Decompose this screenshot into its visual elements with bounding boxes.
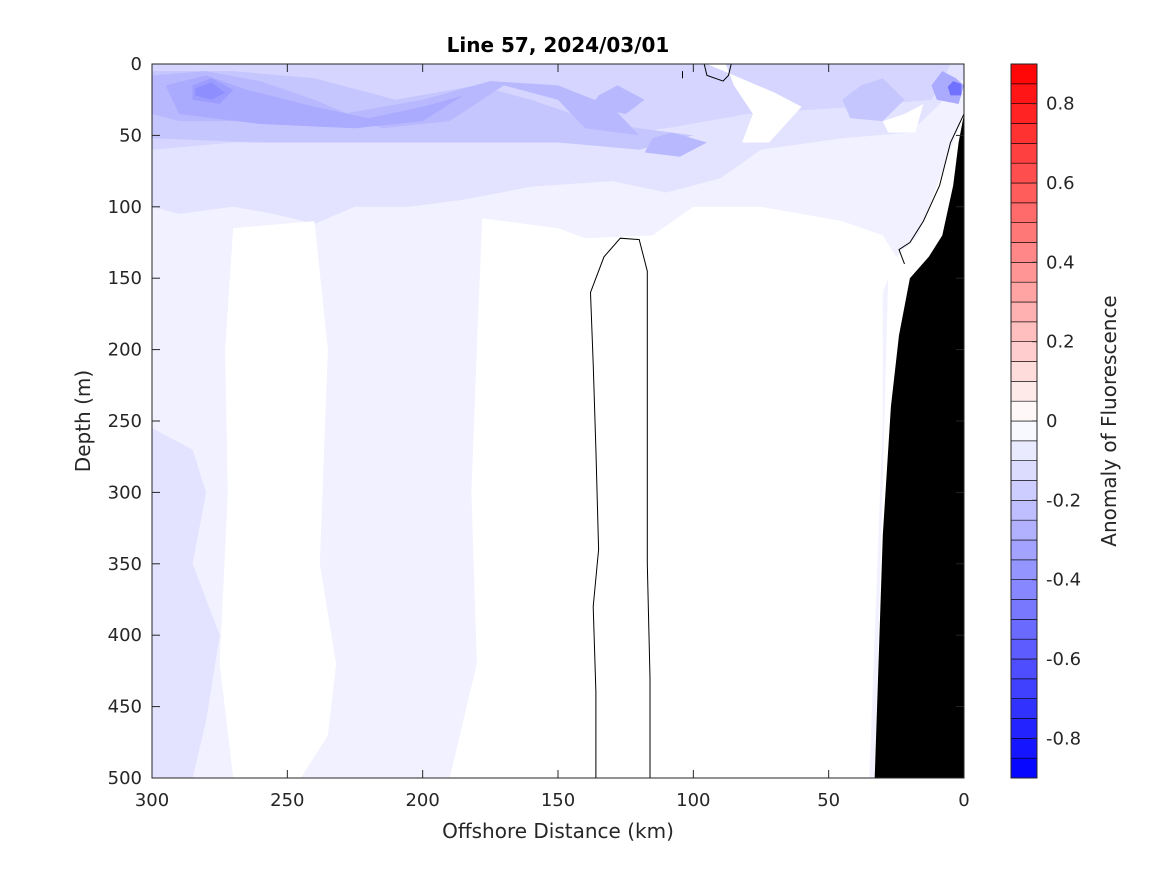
field-zero-pocket-a xyxy=(219,221,337,778)
colorbar-segment xyxy=(1010,757,1038,779)
colorbar-segment xyxy=(1010,162,1038,184)
plot-area xyxy=(151,63,965,779)
colorbar-segment xyxy=(1010,63,1038,85)
chart-title: Line 57, 2024/03/01 xyxy=(447,33,670,57)
colorbar-segment xyxy=(1010,460,1038,481)
y-tick-label: 150 xyxy=(108,268,142,289)
field-band-deep-0.10 xyxy=(152,428,220,778)
colorbar-tick-label: 0 xyxy=(1046,411,1057,432)
colorbar-tick-label: -0.6 xyxy=(1046,649,1081,670)
y-tick-label: 500 xyxy=(108,768,142,789)
colorbar-segment xyxy=(1010,579,1038,600)
colorbar-tick-label: -0.8 xyxy=(1046,728,1081,749)
colorbar-segment xyxy=(1010,638,1038,660)
bathymetry-shape xyxy=(874,114,964,778)
colorbar-segment xyxy=(1010,678,1038,699)
x-tick-label: 0 xyxy=(958,790,969,811)
colorbar-segment xyxy=(1010,123,1038,144)
contour-0-slope xyxy=(898,113,964,265)
x-tick-label: 200 xyxy=(405,790,439,811)
colorbar-segment xyxy=(1010,341,1038,362)
y-tick-label: 300 xyxy=(108,482,142,503)
y-tick-label: 350 xyxy=(108,554,142,575)
colorbar-segment xyxy=(1010,440,1038,461)
colorbar-segment xyxy=(1010,262,1038,283)
colorbar-label: Anomaly of Fluorescence xyxy=(1097,295,1121,546)
colorbar-segment xyxy=(1010,559,1038,580)
colorbar-segment xyxy=(1010,202,1038,223)
colorbar-segment xyxy=(1010,103,1038,124)
contour-0-deep xyxy=(589,237,651,778)
x-tick-label: 150 xyxy=(541,790,575,811)
colorbar-segment xyxy=(1010,738,1038,759)
colorbar-segment xyxy=(1010,619,1038,640)
colorbar-segment xyxy=(1010,539,1038,561)
field-band-mid-0.25 xyxy=(590,85,645,114)
y-tick-label: 50 xyxy=(119,125,142,146)
field-band-0.40 xyxy=(195,82,226,100)
colorbar-segment xyxy=(1010,400,1038,422)
field-zero-pocket-c xyxy=(706,64,802,143)
colorbar-tick-label: 0.2 xyxy=(1046,332,1075,353)
y-axis-label: Depth (m) xyxy=(71,370,95,472)
colorbar-segment xyxy=(1010,222,1038,243)
contour-0-surface xyxy=(703,64,732,82)
colorbar-segment xyxy=(1010,301,1038,323)
colorbar-tick-label: 0.4 xyxy=(1046,252,1075,273)
colorbar-tick-label: 0.6 xyxy=(1046,173,1075,194)
field-band-mid2-0.25 xyxy=(644,132,707,157)
colorbar xyxy=(1010,63,1038,779)
x-axis-label: Offshore Distance (km) xyxy=(442,819,674,843)
x-tick-label: 100 xyxy=(676,790,710,811)
y-tick-label: 450 xyxy=(108,697,142,718)
colorbar-segment xyxy=(1010,519,1038,541)
colorbar-segment xyxy=(1010,698,1038,719)
field-band-right-0.20 xyxy=(842,78,905,122)
colorbar-tick-label: -0.4 xyxy=(1046,570,1081,591)
field-band-0.30 xyxy=(165,75,464,129)
zero-contour-lines xyxy=(589,64,964,778)
field-zero-pocket-b xyxy=(449,206,897,778)
anomaly-field-layers xyxy=(152,64,964,778)
colorbar-segment xyxy=(1010,480,1038,501)
colorbar-segment xyxy=(1010,143,1038,164)
y-tick-label: 0 xyxy=(131,54,142,75)
colorbar-segment xyxy=(1010,658,1038,680)
colorbar-segment xyxy=(1010,321,1038,342)
x-axis-ticks: 300 250 200 150 100 50 0 xyxy=(135,64,970,811)
colorbar-segment xyxy=(1010,420,1038,442)
colorbar-segment xyxy=(1010,83,1038,104)
colorbar-tick-label: 0.8 xyxy=(1046,94,1075,115)
colorbar-segment xyxy=(1010,361,1038,382)
x-tick-label: 50 xyxy=(817,790,840,811)
colorbar-segment xyxy=(1010,500,1038,521)
seafloor-bathymetry xyxy=(874,114,964,778)
colorbar-segment xyxy=(1010,381,1038,402)
y-tick-label: 100 xyxy=(108,197,142,218)
colorbar-segment xyxy=(1010,242,1038,263)
field-band-right-0.50 xyxy=(947,81,962,96)
colorbar-segment xyxy=(1010,599,1038,620)
y-tick-label: 400 xyxy=(108,625,142,646)
colorbar-ticks: 0.8 0.6 0.4 0.2 0 -0.2 -0.4 -0.6 -0.8 xyxy=(1032,94,1081,749)
y-tick-label: 250 xyxy=(108,411,142,432)
colorbar-segment xyxy=(1010,182,1038,204)
y-tick-label: 200 xyxy=(108,340,142,361)
colorbar-segment xyxy=(1010,281,1038,303)
x-tick-label: 300 xyxy=(135,790,169,811)
colorbar-tick-label: -0.2 xyxy=(1046,490,1081,511)
x-tick-label: 250 xyxy=(270,790,304,811)
y-axis-ticks: 0 50 100 150 200 250 300 350 400 450 500 xyxy=(108,54,964,789)
field-zero-pocket-d xyxy=(882,104,924,133)
field-band-right-0.30 xyxy=(931,71,964,104)
colorbar-segment xyxy=(1010,718,1038,739)
